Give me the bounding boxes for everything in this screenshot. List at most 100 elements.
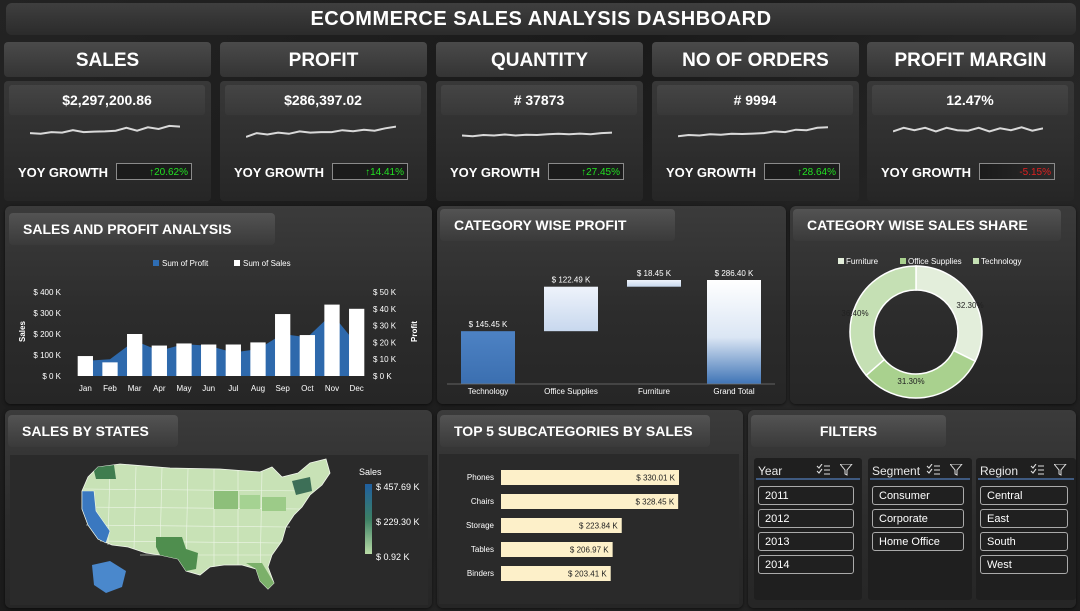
category-profit-chart: $ 145.45 K Technology $ 122.49 K Office Sup… bbox=[447, 269, 775, 396]
state-alaska[interactable] bbox=[92, 561, 126, 593]
sales-bar-oct[interactable] bbox=[299, 335, 315, 376]
slicer-segment-item-home-office[interactable]: Home Office bbox=[872, 532, 964, 551]
multi-select-icon[interactable] bbox=[926, 464, 940, 476]
kpi-orders-value: # 9994 bbox=[657, 85, 853, 115]
waterfall-bar-grand-total[interactable] bbox=[707, 280, 761, 384]
map-legend-mid: $ 229.30 K bbox=[376, 517, 420, 527]
state-ohio[interactable] bbox=[240, 495, 260, 509]
slicer-year-item-2011[interactable]: 2011 bbox=[758, 486, 854, 505]
multi-select-icon[interactable] bbox=[816, 464, 830, 476]
sales-bar-nov[interactable] bbox=[324, 304, 340, 376]
kpi-profit-margin-yoy-value: -5.15% bbox=[979, 163, 1055, 180]
kpi-profit-margin-sparkline-line bbox=[893, 126, 1043, 133]
hbar-binders[interactable] bbox=[501, 566, 611, 581]
waterfall-bar-furniture[interactable] bbox=[627, 280, 681, 287]
category-profit-title: CATEGORY WISE PROFIT bbox=[440, 209, 675, 241]
kpi-profit-card: $286,397.02 YOY GROWTH ↑14.41% bbox=[220, 81, 427, 201]
x-tick-label: Sep bbox=[276, 384, 291, 393]
map-area: Sales $ 457.69 K $ 229.30 K $ 0.92 K bbox=[10, 455, 428, 605]
hbar-storage[interactable] bbox=[501, 518, 622, 533]
slicer-region-item-east[interactable]: East bbox=[980, 509, 1068, 528]
hbar-category-label: Phones bbox=[467, 473, 494, 482]
sales-share-panel: CATEGORY WISE SALES SHARE Furniture Offic… bbox=[790, 206, 1076, 404]
sales-bar-may[interactable] bbox=[176, 343, 192, 376]
kpi-quantity-value: # 37873 bbox=[441, 85, 637, 115]
slicer-region-item-south[interactable]: South bbox=[980, 532, 1068, 551]
state-florida[interactable] bbox=[246, 563, 274, 589]
kpi-orders-header: NO OF ORDERS bbox=[652, 42, 859, 77]
map-legend-title: Sales bbox=[359, 467, 382, 477]
waterfall-value-label: $ 145.45 K bbox=[469, 320, 508, 329]
sales-bar-feb[interactable] bbox=[102, 362, 118, 376]
state-illinois[interactable] bbox=[214, 491, 238, 509]
state-texas[interactable] bbox=[156, 537, 198, 571]
kpi-profit-sparkline bbox=[246, 125, 396, 138]
state-pennsylvania[interactable] bbox=[262, 497, 286, 511]
hbar-category-label: Binders bbox=[467, 569, 494, 578]
filter-clear-icon[interactable] bbox=[840, 464, 854, 476]
y2-tick-label: $ 0 K bbox=[373, 372, 392, 381]
waterfall-bar-office-supplies[interactable] bbox=[544, 286, 598, 332]
slicer-segment-item-corporate[interactable]: Corporate bbox=[872, 509, 964, 528]
multi-select-icon[interactable] bbox=[1030, 464, 1044, 476]
kpi-sales-sparkline bbox=[30, 124, 180, 135]
x-tick-label: May bbox=[176, 384, 191, 393]
y-tick-label: $ 100 K bbox=[33, 351, 61, 360]
sales-share-chart: Furniture Office Supplies Technology 32.30%… bbox=[838, 257, 1021, 399]
slicer-segment-item-consumer[interactable]: Consumer bbox=[872, 486, 964, 505]
state-washington[interactable] bbox=[94, 465, 116, 479]
sales-bar-jan[interactable] bbox=[77, 356, 93, 376]
kpi-profit-margin-sparkline bbox=[893, 126, 1043, 133]
sales-profit-chart: Sum of Profit Sum of Sales $ 0 K $ 100 K $ 2… bbox=[18, 259, 419, 393]
sales-bar-aug[interactable] bbox=[250, 342, 266, 376]
hbar-phones[interactable] bbox=[501, 470, 679, 485]
state-california[interactable] bbox=[81, 490, 111, 544]
hbar-category-label: Tables bbox=[471, 545, 494, 554]
filters-title: FILTERS bbox=[751, 415, 946, 447]
state-new-york[interactable] bbox=[292, 477, 312, 495]
map-legend-gradient bbox=[365, 484, 372, 554]
slicer-year-item-2014[interactable]: 2014 bbox=[758, 555, 854, 574]
sales-bar-jul[interactable] bbox=[225, 344, 241, 377]
waterfall-x-label: Technology bbox=[468, 387, 508, 396]
x-tick-label: Apr bbox=[153, 384, 166, 393]
profit-area bbox=[85, 313, 357, 376]
sales-bar-mar[interactable] bbox=[127, 334, 143, 376]
x-tick-label: Jun bbox=[202, 384, 215, 393]
slicer-region-item-central[interactable]: Central bbox=[980, 486, 1068, 505]
waterfall-bar-technology[interactable] bbox=[461, 331, 515, 384]
donut-slice-technology[interactable] bbox=[849, 265, 917, 377]
map-legend-min: $ 0.92 K bbox=[376, 552, 410, 562]
sales-bar-sep[interactable] bbox=[275, 314, 291, 376]
subcategories-panel: TOP 5 SUBCATEGORIES BY SALES Phones $ 330… bbox=[437, 410, 743, 608]
sales-bar-dec[interactable] bbox=[349, 308, 365, 376]
states-panel: SALES BY STATES Sa bbox=[5, 410, 432, 608]
slicer-segment: Segment Consumer Corporate Home Office bbox=[868, 458, 972, 600]
x-tick-label: Jul bbox=[228, 384, 238, 393]
donut-slice-furniture[interactable] bbox=[915, 265, 983, 363]
hbar-tables[interactable] bbox=[501, 542, 613, 557]
sales-bar-apr[interactable] bbox=[151, 345, 167, 376]
kpi-sales-header: SALES bbox=[4, 42, 211, 77]
hbar-value-label: $ 206.97 K bbox=[570, 546, 609, 555]
slicer-year-item-2012[interactable]: 2012 bbox=[758, 509, 854, 528]
slicer-year-item-2013[interactable]: 2013 bbox=[758, 532, 854, 551]
filter-clear-icon[interactable] bbox=[1054, 464, 1068, 476]
x-tick-label: Jan bbox=[79, 384, 92, 393]
kpi-orders-sparkline bbox=[678, 126, 828, 138]
hbar-chairs[interactable] bbox=[501, 494, 679, 509]
slicer-year-title: Year bbox=[758, 464, 783, 478]
slicer-header-divider bbox=[756, 478, 860, 480]
filter-clear-icon[interactable] bbox=[950, 464, 964, 476]
slicer-region-item-west[interactable]: West bbox=[980, 555, 1068, 574]
legend-label: Technology bbox=[981, 257, 1021, 266]
sales-bar-jun[interactable] bbox=[201, 344, 217, 377]
donut-value-label: 31.30% bbox=[897, 377, 924, 386]
kpi-orders-sparkline-line bbox=[678, 126, 828, 138]
slicer-region-title: Region bbox=[980, 464, 1019, 478]
legend-profit-label: Sum of Profit bbox=[162, 259, 209, 268]
y2-axis-label: Profit bbox=[410, 321, 419, 342]
us-map[interactable] bbox=[10, 455, 428, 605]
sales-share-title: CATEGORY WISE SALES SHARE bbox=[793, 209, 1061, 241]
kpi-sales-yoy-label: YOY GROWTH bbox=[18, 165, 109, 180]
